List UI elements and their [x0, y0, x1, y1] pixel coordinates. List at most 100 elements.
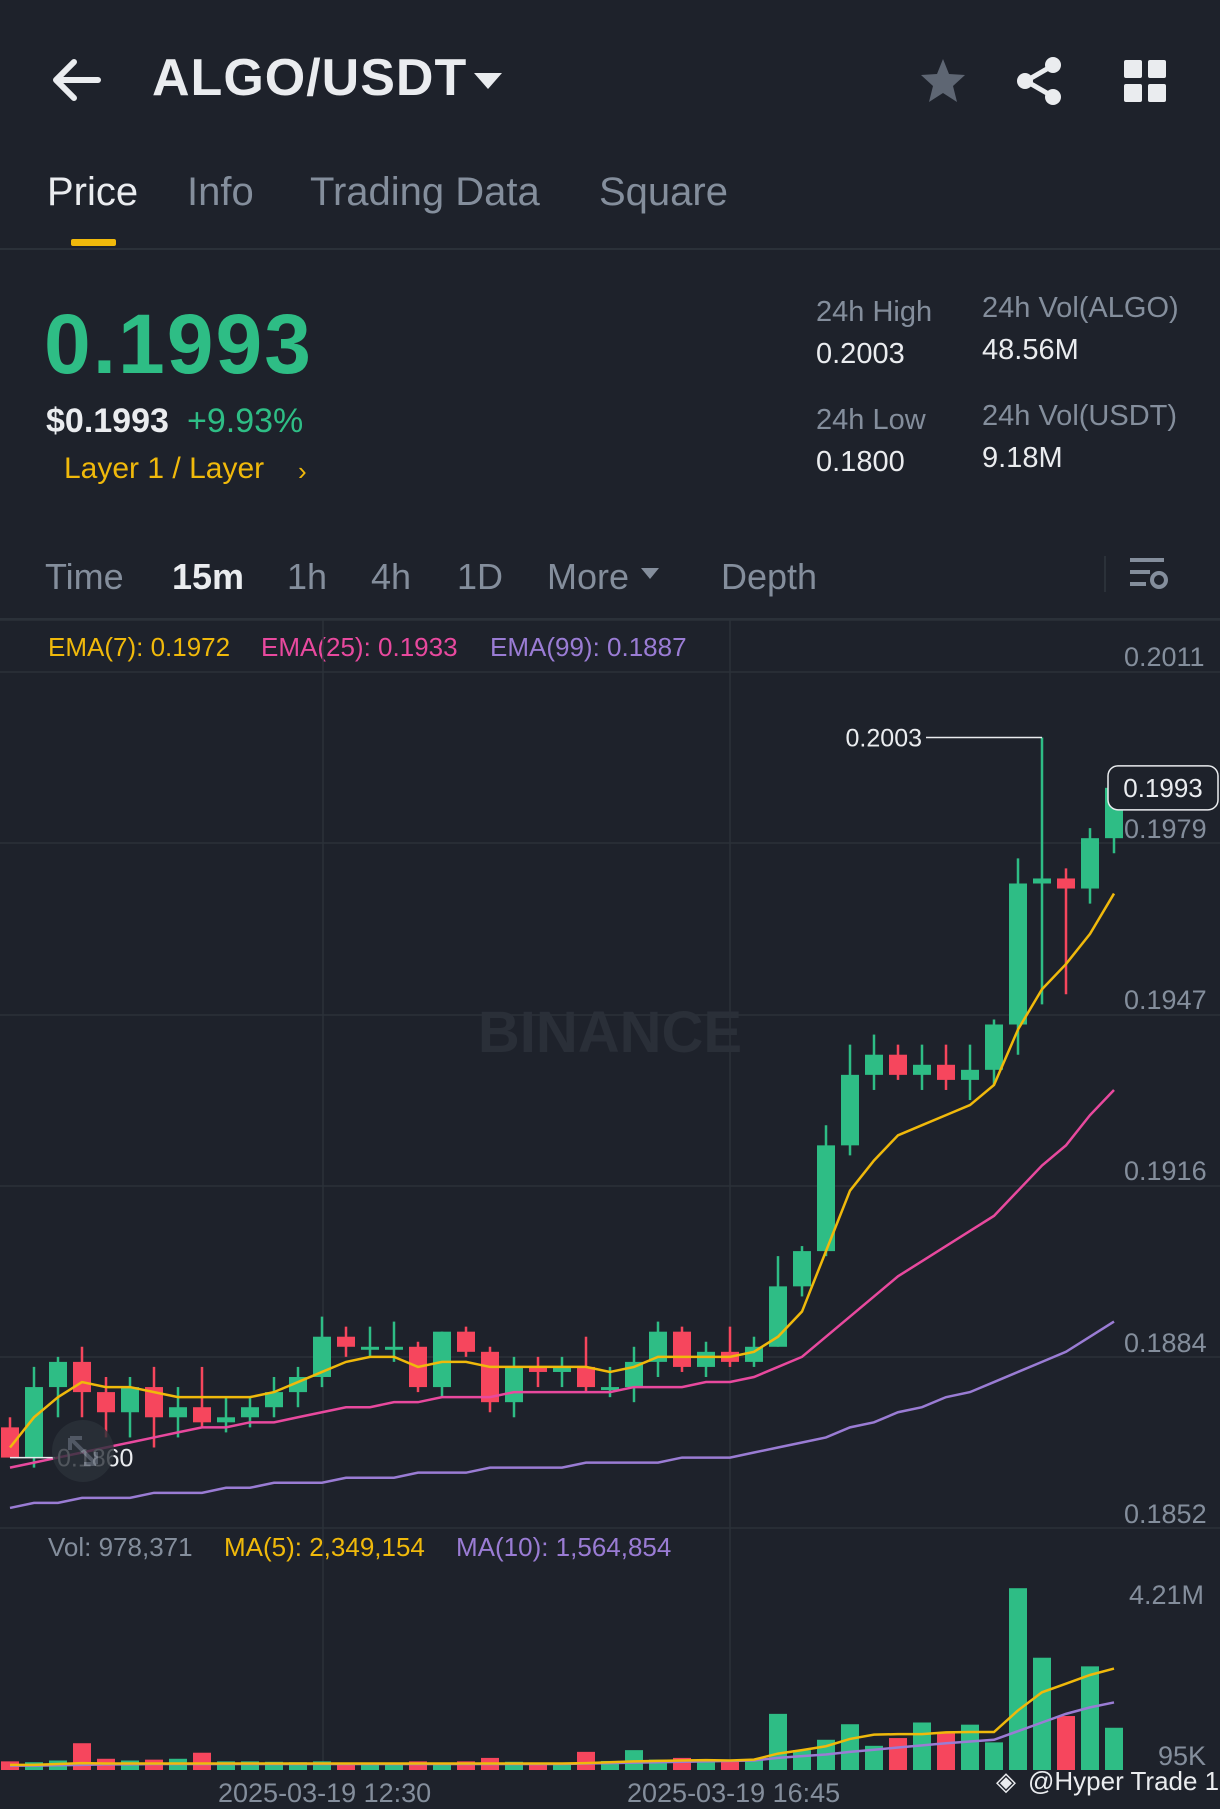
pair-title[interactable]: ALGO/USDT [152, 49, 468, 107]
volume-bar [841, 1724, 859, 1770]
interval-1d[interactable]: 1D [457, 556, 504, 597]
price-change-percent: +9.93% [187, 402, 304, 440]
caret-down-icon[interactable] [472, 70, 504, 92]
more-caret-icon[interactable] [640, 566, 660, 582]
volume-bar [433, 1763, 451, 1770]
volume-bar [241, 1761, 259, 1770]
usd-price: $0.1993 [46, 402, 169, 440]
candle-body [505, 1366, 523, 1403]
price-tick: 0.1852 [1124, 1499, 1207, 1529]
chart-settings-icon[interactable] [1126, 550, 1172, 596]
volume-bar [937, 1732, 955, 1770]
volume-bar [865, 1745, 883, 1770]
volume-bar [313, 1761, 331, 1770]
low-24h-value: 0.1800 [816, 446, 905, 478]
volume-bar [649, 1759, 667, 1770]
volume-bar [769, 1713, 787, 1770]
candle-body [337, 1336, 355, 1347]
sector-tag-link[interactable]: Layer 1 / Layer [64, 452, 265, 485]
interval-1h[interactable]: 1h [287, 556, 328, 597]
interval-4h[interactable]: 4h [371, 556, 412, 597]
candle-body [265, 1392, 283, 1408]
volume-bar [1033, 1657, 1051, 1770]
candle-body [49, 1361, 67, 1388]
current-price-tag [1107, 765, 1219, 811]
fullscreen-button[interactable] [52, 1420, 114, 1482]
candle-body [313, 1336, 331, 1377]
volume-bar [529, 1762, 547, 1770]
interval-depth[interactable]: Depth [721, 556, 818, 597]
ema25-label: EMA(25): 0.1933 [261, 632, 458, 662]
candle-body [865, 1054, 883, 1075]
high-marker-label: 0.2003 [846, 724, 922, 752]
volume-bar [505, 1761, 523, 1770]
interval-time[interactable]: Time [45, 556, 124, 597]
candle-body [745, 1346, 763, 1362]
volume-bar [793, 1750, 811, 1770]
price-tick: 0.1884 [1124, 1328, 1207, 1358]
candle-body [1033, 878, 1051, 884]
volume-bar [337, 1763, 355, 1770]
candle-body [1009, 883, 1027, 1025]
volume-bar [553, 1763, 571, 1770]
time-tick: 2025-03-19 16:45 [627, 1778, 841, 1808]
volume-bar [385, 1763, 403, 1770]
ema99-line [9, 1320, 1115, 1510]
candle-body [169, 1407, 187, 1418]
candle-body [913, 1064, 931, 1075]
top-bar: ALGO/USDT [0, 0, 1220, 150]
volume-bar [577, 1751, 595, 1770]
volume-bar [601, 1760, 619, 1770]
volume-bar [217, 1761, 235, 1770]
grid-menu-icon[interactable] [1122, 58, 1168, 104]
high-24h-value: 0.2003 [816, 338, 905, 370]
vol-ma5-line [10, 1667, 1115, 1767]
candle-body [985, 1024, 1003, 1070]
candle-body [553, 1366, 571, 1372]
volume-bar [697, 1761, 715, 1770]
volume-bar [409, 1761, 427, 1770]
candle-body [361, 1346, 379, 1350]
vol-quote-value: 9.18M [982, 442, 1063, 474]
tab-square[interactable]: Square [599, 170, 728, 214]
expand-icon [68, 1436, 98, 1466]
candle-body [97, 1392, 115, 1413]
candle-body [1081, 838, 1099, 889]
interval-more[interactable]: More [547, 556, 630, 597]
volume-bar [985, 1742, 1003, 1770]
star-icon[interactable] [918, 56, 968, 106]
volume-bar [961, 1724, 979, 1770]
chevron-right-icon[interactable]: › [298, 456, 307, 486]
candle-body [1, 1427, 19, 1458]
candle-body [673, 1331, 691, 1367]
tab-price[interactable]: Price [47, 170, 139, 214]
volume-bar [457, 1761, 475, 1770]
candle-body [697, 1351, 715, 1367]
ema7-line [9, 892, 1116, 1449]
candle-body [649, 1331, 667, 1362]
tab-trading-data[interactable]: Trading Data [310, 170, 540, 214]
volume-bar [1105, 1727, 1123, 1770]
share-icon[interactable] [1014, 56, 1064, 106]
binance-logo-icon: ◈ [996, 1766, 1016, 1796]
section-tabs: Price Info Trading Data Square [0, 150, 1220, 250]
back-arrow-icon[interactable] [48, 55, 104, 105]
volume-label: Vol: 978,371 [48, 1532, 193, 1562]
divider [1104, 556, 1106, 592]
interval-selector: Time 15m 1h 4h 1D More Depth [0, 548, 1220, 620]
interval-15m[interactable]: 15m [172, 556, 245, 597]
last-price: 0.1993 [44, 297, 313, 391]
volume-bar [1081, 1666, 1099, 1770]
credit-label: @Hyper Trade 1 [1028, 1766, 1220, 1796]
volume-tick: 4.21M [1129, 1580, 1205, 1610]
low-24h-label: 24h Low [816, 404, 926, 436]
tab-info[interactable]: Info [187, 170, 254, 214]
vol-quote-label: 24h Vol(USDT) [982, 400, 1178, 432]
candle-body [601, 1387, 619, 1391]
price-tick: 0.1947 [1124, 985, 1207, 1015]
vol-base-label: 24h Vol(ALGO) [982, 292, 1179, 324]
candle-body [817, 1145, 835, 1252]
volume-bar [745, 1759, 763, 1770]
candle-body [193, 1407, 211, 1423]
